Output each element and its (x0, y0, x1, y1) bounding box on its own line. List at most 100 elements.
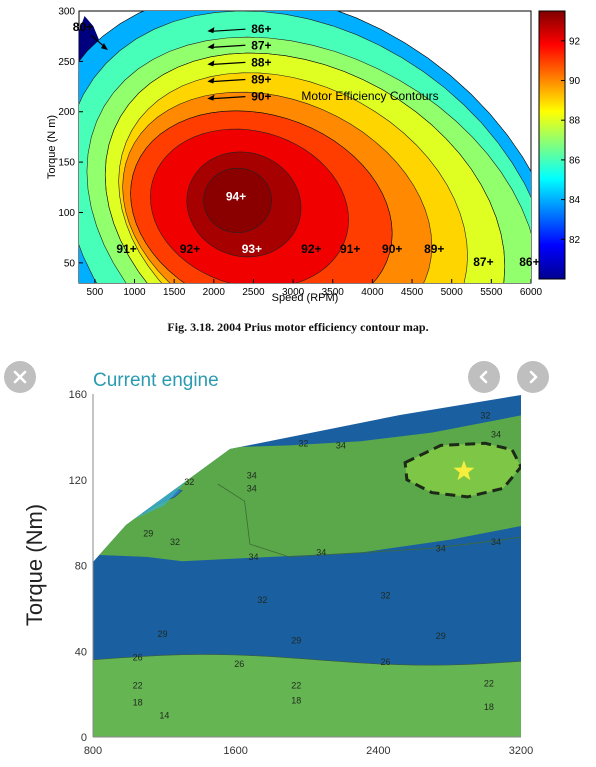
contour-label: 34 (491, 537, 501, 547)
previous-button[interactable] (468, 361, 500, 393)
contour-label: 34 (248, 552, 258, 562)
contour-label: 32 (380, 591, 390, 601)
contour-label: 26 (234, 659, 244, 669)
contour-label: 22 (291, 681, 301, 691)
x-tick-label: 5500 (480, 287, 503, 298)
efficiency-band-94 (203, 167, 273, 233)
region-label: 93+ (242, 242, 262, 256)
panel-title: Current engine (93, 370, 219, 391)
x-tick-label: 500 (87, 287, 104, 298)
region-label: 90+ (251, 90, 271, 104)
contour-line-34 (217, 483, 521, 558)
arrow-head (207, 43, 215, 50)
contour-label: 14 (159, 711, 169, 721)
x-tick-label: 2500 (242, 287, 265, 298)
y-tick-label: 50 (64, 258, 76, 269)
y-tick-label: 120 (69, 475, 87, 487)
y-tick-label: 100 (58, 208, 75, 219)
contour-label: 18 (291, 696, 301, 706)
x-tick-label: 3000 (282, 287, 305, 298)
x-tick-label: 6000 (520, 287, 543, 298)
y-axis-label: Torque (N m) (46, 115, 58, 179)
colorbar-tick-label: 86 (569, 155, 581, 166)
contour-line-88 (104, 52, 506, 283)
y-tick-label: 200 (58, 107, 75, 118)
y-tick-label: 150 (58, 158, 75, 169)
contour-label: 32 (184, 477, 194, 487)
contour-label: 18 (484, 702, 494, 712)
region-label: 94+ (226, 189, 246, 203)
x-tick-label: 1600 (223, 745, 247, 757)
contour-label: 34 (436, 543, 446, 553)
y-tick-label: 160 (69, 389, 87, 401)
contour-label: 32 (298, 438, 308, 448)
x-tick-label: 3200 (509, 745, 533, 757)
region-label: 90+ (382, 242, 402, 256)
annotation-arrow (213, 28, 246, 32)
arrow-head (100, 43, 108, 51)
region-label: 86+ (251, 22, 271, 36)
colorbar-tick-label: 84 (569, 195, 581, 206)
x-tick-label: 4500 (401, 287, 424, 298)
contour-line-84 (79, 11, 531, 172)
contour-label: 29 (436, 631, 446, 641)
arrow-head (207, 77, 215, 84)
x-tick-label: 1500 (163, 287, 186, 298)
figure-caption: Fig. 3.18. 2004 Prius motor efficiency c… (167, 320, 429, 334)
close-button[interactable] (4, 361, 36, 393)
close-icon (13, 370, 27, 384)
star-icon (453, 460, 475, 481)
colorbar-tick-label: 90 (569, 76, 581, 87)
x-axis-label: Speed (RPM) (272, 292, 339, 304)
annotation-arrow (90, 34, 106, 48)
annotation-arrow (213, 96, 246, 100)
contour-label: 29 (143, 528, 153, 538)
region-label: 87+ (473, 255, 493, 269)
colorbar-tick-label: 88 (569, 116, 581, 127)
x-tick-label: 1000 (123, 287, 146, 298)
contour-label: 26 (380, 657, 390, 667)
region-label: 89+ (424, 242, 444, 256)
y-tick-label: 40 (75, 646, 87, 658)
y-axis-label: Torque (Nm) (22, 504, 47, 626)
arrow-head (207, 60, 215, 67)
motor-efficiency-chart: 80+ 86+ 87+ 88+ 89+ 90+ 94+ 91+ 92+ 93+ 92+ 91+ 90+ 8… (46, 7, 581, 305)
region-label: 86+ (519, 255, 539, 269)
colorbar-tick-label: 92 (569, 36, 581, 47)
y-tick-label: 0 (81, 732, 87, 744)
contour-label: 34 (247, 483, 257, 493)
x-tick-label: 5000 (441, 287, 464, 298)
next-button[interactable] (517, 361, 549, 393)
x-tick-label: 3500 (322, 287, 345, 298)
top-chart-panel: 80+ 86+ 87+ 88+ 89+ 90+ 94+ 91+ 92+ 93+ 92+ 91+ 90+ 8… (0, 0, 596, 345)
region-label: 91+ (340, 242, 360, 256)
contour-label: 26 (133, 653, 143, 663)
contour-label: 29 (291, 636, 301, 646)
contour-label: 18 (133, 698, 143, 708)
contour-line-91 (130, 110, 393, 283)
region-label: 87+ (251, 38, 271, 52)
region-label: 88+ (251, 55, 271, 69)
region-label: 89+ (251, 73, 271, 87)
chevron-left-icon (479, 370, 488, 384)
x-tick-label: 800 (84, 745, 102, 757)
annotation-arrow (213, 61, 246, 66)
x-tick-label: 2000 (203, 287, 226, 298)
dashed-contour (403, 441, 521, 499)
bottom-chart-panel: Current engine 32 32 34 34 32 34 34 29 32 34 34 34 3… (0, 345, 596, 762)
contour-label: 29 (158, 629, 168, 639)
contour-label: 34 (247, 470, 257, 480)
band-36 (93, 654, 521, 737)
arrow-head (207, 94, 215, 101)
arrow-head (207, 27, 215, 34)
region-label: 92+ (301, 242, 321, 256)
contour-label: 32 (170, 537, 180, 547)
chart-annotation-title: Motor Efficiency Contours (301, 89, 438, 103)
band-34-inner (93, 395, 521, 562)
contour-label: 32 (257, 595, 267, 605)
y-tick-label: 250 (58, 57, 75, 68)
contour-label: 34 (491, 430, 501, 440)
contour-label: 32 (480, 410, 490, 420)
x-tick-label: 4000 (361, 287, 384, 298)
